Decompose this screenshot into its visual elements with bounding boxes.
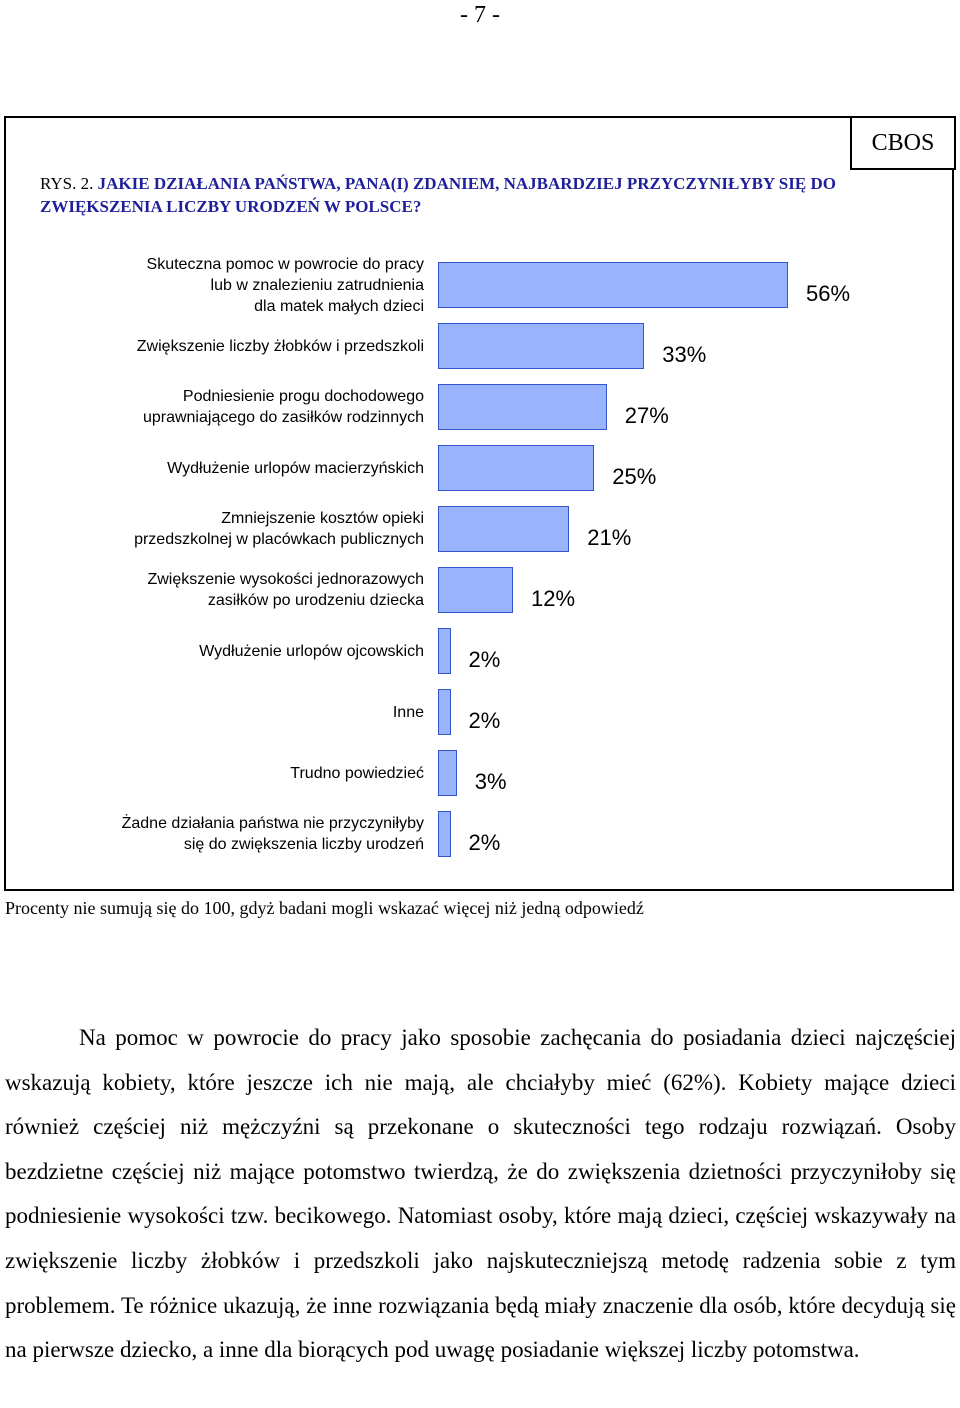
bar bbox=[438, 262, 788, 308]
value-label: 25% bbox=[612, 464, 657, 489]
bar-chart: Skuteczna pomoc w powrocie do pracy lub … bbox=[121, 255, 851, 857]
category-label: Podniesienie progu dochodowego uprawniaj… bbox=[142, 388, 424, 426]
bar bbox=[438, 506, 570, 552]
category-label: Inne bbox=[392, 703, 424, 721]
bar bbox=[438, 750, 457, 796]
value-label: 27% bbox=[624, 403, 669, 428]
value-label: 56% bbox=[806, 281, 851, 306]
bar bbox=[438, 628, 451, 674]
value-label: 12% bbox=[531, 586, 576, 611]
category-label: Wydłużenie urlopów ojcowskich bbox=[199, 642, 424, 660]
page-number: - 7 - bbox=[460, 2, 500, 28]
chart-frame bbox=[4, 116, 954, 891]
bar bbox=[438, 445, 595, 491]
bar bbox=[438, 323, 645, 369]
value-label: 2% bbox=[468, 647, 501, 672]
category-label: Skuteczna pomoc w powrocie do pracy lub … bbox=[146, 255, 424, 315]
category-label: Żadne działania państwa nie przyczyniłyb… bbox=[121, 815, 424, 853]
bar bbox=[438, 811, 451, 857]
bar bbox=[438, 567, 513, 613]
value-label: 2% bbox=[468, 708, 501, 733]
source-tab: CBOS bbox=[850, 116, 956, 170]
figure-note: Procenty nie sumują się do 100, gdyż bad… bbox=[5, 898, 644, 918]
figure-number: RYS. 2. bbox=[40, 174, 98, 193]
category-label: Zmniejszenie kosztów opieki przedszkolne… bbox=[134, 510, 424, 548]
value-label: 3% bbox=[474, 769, 507, 794]
value-label: 33% bbox=[662, 342, 707, 367]
value-label: 21% bbox=[587, 525, 632, 550]
category-label: Wydłużenie urlopów macierzyńskich bbox=[167, 459, 424, 477]
figure-question: JAKIE DZIAŁANIA PAŃSTWA, PANA(I) ZDANIEM… bbox=[40, 174, 836, 216]
bar bbox=[438, 384, 607, 430]
category-label: Zwiększenie liczby żłobków i przedszkoli bbox=[136, 337, 424, 355]
figure-title: RYS. 2. JAKIE DZIAŁANIA PAŃSTWA, PANA(I)… bbox=[40, 172, 860, 218]
bar bbox=[438, 689, 451, 735]
value-label: 2% bbox=[468, 830, 501, 855]
category-label: Trudno powiedzieć bbox=[290, 764, 424, 782]
category-label: Zwiększenie wysokości jednorazowych zasi… bbox=[147, 571, 424, 609]
body-paragraph: Na pomoc w powrocie do pracy jako sposob… bbox=[5, 1025, 956, 1363]
